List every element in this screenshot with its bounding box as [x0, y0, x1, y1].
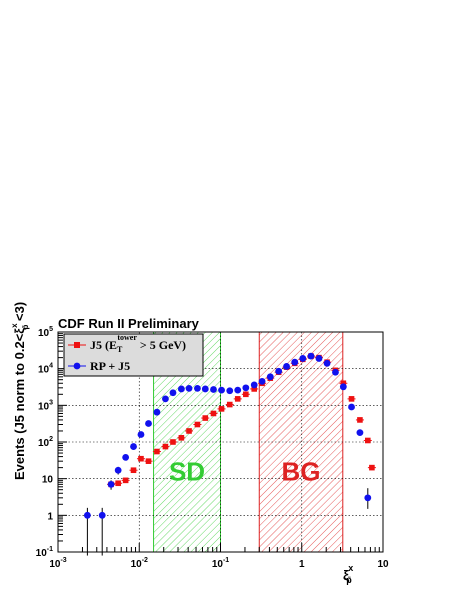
series-rp-j5	[83, 352, 372, 556]
x-axis-title: ξx p̄	[343, 563, 353, 585]
data-point	[258, 377, 266, 385]
data-point	[145, 420, 152, 427]
data-point	[234, 396, 241, 402]
data-point	[169, 389, 177, 397]
data-point	[185, 384, 193, 392]
x-tick-label: 1	[299, 559, 305, 570]
data-point	[178, 435, 185, 441]
data-series	[83, 352, 376, 556]
data-point	[266, 373, 274, 381]
data-point	[122, 454, 130, 461]
y-tick-label: 10-1	[36, 546, 53, 559]
data-point	[202, 415, 209, 421]
data-point	[307, 352, 315, 360]
data-point	[145, 458, 152, 464]
data-point	[107, 480, 115, 488]
data-point	[356, 429, 364, 437]
region-labels: SD BG	[169, 456, 321, 486]
data-point	[138, 455, 144, 462]
data-point	[201, 385, 209, 393]
data-point	[114, 466, 122, 474]
data-point	[250, 381, 258, 389]
y-axis-title: Events (J5 norm to 0.2<ξx p̄ <3)	[10, 302, 30, 480]
legend-box	[63, 333, 204, 377]
data-point	[186, 428, 192, 434]
data-point	[170, 439, 176, 445]
data-point	[226, 401, 233, 408]
x-tick-label: 10	[377, 559, 389, 570]
data-point	[218, 386, 225, 394]
data-point	[323, 359, 331, 367]
data-point	[130, 443, 137, 450]
data-point	[357, 417, 363, 423]
data-point	[340, 380, 347, 387]
data-point	[339, 383, 347, 391]
y-tick-label: 104	[38, 363, 53, 376]
data-point	[162, 395, 169, 403]
data-point	[243, 391, 249, 398]
data-point	[210, 410, 217, 417]
data-point	[283, 363, 290, 370]
legend: J5 (ETtower > 5 GeV) RP + J5	[63, 333, 204, 377]
legend-label-rp-j5: RP + J5	[90, 359, 130, 373]
legend-label-j5: J5 (ETtower > 5 GeV)	[90, 333, 186, 354]
data-point	[210, 386, 217, 393]
x-tick-label: 10-3	[49, 557, 66, 570]
chart-title: CDF Run II Preliminary	[58, 316, 200, 331]
y-tick-label: 1	[47, 511, 53, 522]
region-label-bg: BG	[282, 456, 321, 486]
data-point	[299, 355, 307, 362]
legend-marker-rp-j5	[73, 362, 81, 370]
region-label-sd: SD	[169, 456, 205, 486]
data-point	[364, 494, 372, 502]
data-point	[162, 443, 169, 450]
y-tick-label: 102	[38, 436, 53, 449]
data-point	[122, 477, 129, 484]
axis-ticks	[57, 333, 384, 553]
data-point	[177, 385, 185, 393]
data-point	[332, 368, 339, 376]
data-point	[153, 408, 161, 416]
x-tick-label: 10-2	[131, 557, 148, 570]
data-point	[348, 403, 355, 411]
data-point	[83, 511, 91, 519]
data-point	[242, 384, 250, 392]
y-tick-label: 103	[38, 399, 53, 412]
data-point	[226, 387, 234, 395]
y-tick-label: 10	[42, 475, 54, 486]
data-point	[369, 464, 375, 471]
x-axis-label: ξx p̄	[343, 563, 353, 585]
data-point	[218, 406, 225, 412]
data-point	[291, 358, 299, 366]
tick-labels: 10-3 10-2 10-1 1 10 10-1 1 10 102 103 104 105	[36, 326, 389, 570]
data-point	[234, 386, 242, 394]
data-point	[154, 448, 160, 455]
data-point	[137, 431, 145, 438]
data-point	[348, 396, 355, 402]
data-point	[251, 386, 258, 392]
data-point	[115, 480, 121, 487]
data-point	[364, 437, 371, 444]
data-point	[130, 467, 137, 474]
data-point	[194, 421, 201, 428]
data-point	[194, 384, 201, 392]
data-point	[98, 511, 106, 519]
grid-lines	[58, 332, 383, 552]
y-tick-label: 105	[38, 326, 53, 339]
y-axis-label: Events (J5 norm to 0.2<ξx p̄ <3)	[10, 302, 30, 480]
data-point	[315, 355, 323, 362]
data-point	[275, 367, 283, 375]
x-tick-label: 10-1	[212, 557, 229, 570]
legend-marker-j5	[74, 342, 80, 348]
